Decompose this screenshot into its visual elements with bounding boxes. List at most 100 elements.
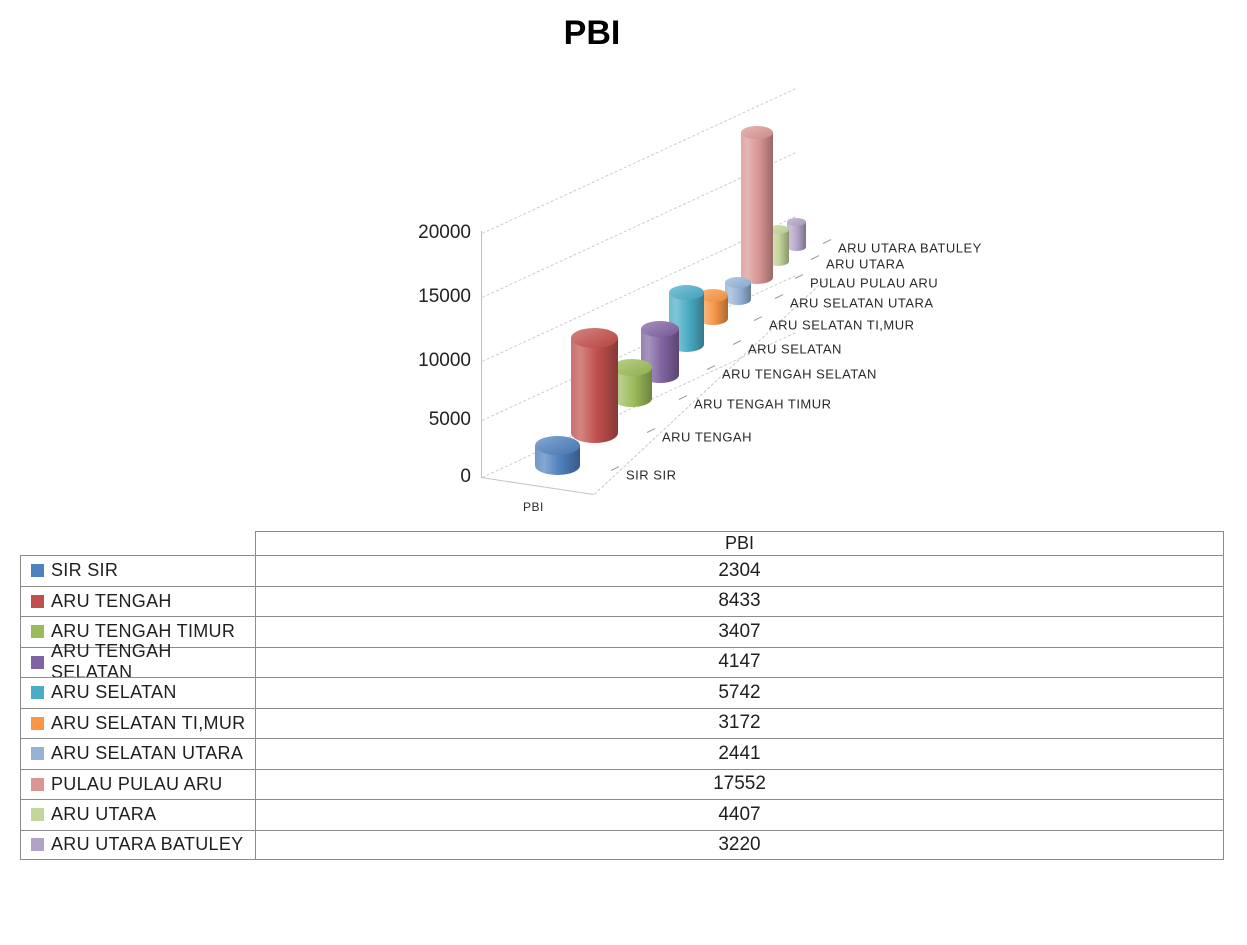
row-label-text: SIR SIR <box>51 560 119 581</box>
row-label-text: ARU UTARA <box>51 804 157 825</box>
data-table: PBI SIR SIR 2304 ARU TENGAH 8433 ARU TENGAH T… <box>20 531 1224 860</box>
category-label-6: ARU SELATAN TI,MUR <box>769 317 915 333</box>
table-row: ARU TENGAH SELATAN 4147 <box>20 641 1224 682</box>
cylinder-bar-7[interactable] <box>725 276 751 305</box>
cylinder-body <box>570 338 618 443</box>
chart-title[interactable]: PBI <box>563 14 621 52</box>
category-tick <box>774 294 784 299</box>
category-label-8: PULAU PULAU ARU <box>810 275 939 291</box>
row-label-text: ARU SELATAN UTARA <box>51 743 244 764</box>
row-value-cell[interactable]: 3407 <box>255 616 1224 647</box>
row-value-cell[interactable]: 17552 <box>255 768 1224 799</box>
category-tick <box>732 340 742 345</box>
cylinder-bar-2[interactable] <box>570 328 618 443</box>
cylinder-body <box>741 132 773 284</box>
category-label-9: ARU UTARA <box>826 256 905 272</box>
row-label-cell[interactable]: ARU TENGAH <box>20 585 255 616</box>
y-axis-tick-label: 20000 <box>418 222 471 243</box>
row-label-text: ARU SELATAN <box>51 682 177 703</box>
category-label-1: SIR SIR <box>626 467 677 483</box>
y-axis-tick-label: 10000 <box>418 350 471 371</box>
table-header-row: PBI <box>20 531 1224 555</box>
row-label-cell[interactable]: ARU UTARA <box>20 799 255 830</box>
table-header-spacer <box>20 531 255 555</box>
legend-color-swatch <box>31 716 44 730</box>
category-tick <box>753 316 763 321</box>
row-value-cell[interactable]: 5742 <box>255 677 1224 708</box>
row-label-text: ARU TENGAH <box>51 590 172 611</box>
cylinder-bar-8[interactable] <box>741 125 773 284</box>
cylinder-top <box>725 276 751 288</box>
table-row: ARU SELATAN 5742 <box>20 677 1224 708</box>
row-label-text: PULAU PULAU ARU <box>51 773 223 794</box>
table-row: SIR SIR 2304 <box>20 555 1224 586</box>
legend-color-swatch <box>31 594 44 608</box>
category-tick <box>646 428 656 433</box>
row-value-cell[interactable]: 8433 <box>255 585 1224 616</box>
row-value-cell[interactable]: 3220 <box>255 829 1224 860</box>
table-row: PULAU PULAU ARU 17552 <box>20 768 1224 799</box>
y-axis-tick-label: 0 <box>460 466 471 487</box>
category-tick <box>794 274 804 279</box>
legend-color-swatch <box>31 777 44 791</box>
legend-color-swatch <box>31 838 44 852</box>
cylinder-top <box>741 125 773 139</box>
row-label-text: ARU TENGAH TIMUR <box>51 621 236 642</box>
category-tick <box>822 239 832 244</box>
row-label-cell[interactable]: SIR SIR <box>20 555 255 586</box>
cylinder-bar-3[interactable] <box>612 358 652 407</box>
cylinder-body <box>725 282 751 305</box>
row-label-cell[interactable]: ARU TENGAH SELATAN <box>20 641 255 682</box>
legend-color-swatch <box>31 655 44 669</box>
category-label-2: ARU TENGAH <box>662 429 752 445</box>
row-value-cell[interactable]: 4147 <box>255 646 1224 677</box>
table-row: ARU SELATAN TI,MUR 3172 <box>20 707 1224 738</box>
row-value-cell[interactable]: 2304 <box>255 555 1224 586</box>
table-row: ARU TENGAH TIMUR 3407 <box>20 616 1224 647</box>
table-row: ARU TENGAH 8433 <box>20 585 1224 616</box>
category-label-10: ARU UTARA BATULEY <box>838 240 982 256</box>
row-label-cell[interactable]: ARU TENGAH TIMUR <box>20 616 255 647</box>
legend-color-swatch <box>31 808 44 822</box>
table-header-cell[interactable]: PBI <box>255 531 1224 555</box>
floor-edge <box>480 477 594 495</box>
row-label-text: ARU SELATAN TI,MUR <box>51 712 246 733</box>
cylinder-bar-1[interactable] <box>534 435 580 475</box>
row-label-cell[interactable]: ARU SELATAN UTARA <box>20 738 255 769</box>
y-axis-line <box>481 231 482 478</box>
cylinder-top <box>570 328 618 348</box>
row-value-cell[interactable]: 4407 <box>255 799 1224 830</box>
table-row: ARU SELATAN UTARA 2441 <box>20 738 1224 769</box>
table-row: ARU UTARA 4407 <box>20 799 1224 830</box>
row-value-cell[interactable]: 2441 <box>255 738 1224 769</box>
legend-color-swatch <box>31 625 44 639</box>
category-tick <box>678 395 688 400</box>
row-value-cell[interactable]: 3172 <box>255 707 1224 738</box>
cylinder-body <box>786 222 806 251</box>
cylinder-top <box>698 288 728 302</box>
cylinder-top <box>534 435 580 455</box>
category-tick <box>810 255 820 260</box>
category-label-3: ARU TENGAH TIMUR <box>694 396 832 412</box>
row-label-cell[interactable]: PULAU PULAU ARU <box>20 768 255 799</box>
cylinder-top <box>641 321 679 337</box>
cylinder-bar-4[interactable] <box>641 321 679 383</box>
row-label-cell[interactable]: ARU UTARA BATULEY <box>20 829 255 860</box>
x-axis-series-label: PBI <box>523 500 544 514</box>
legend-color-swatch <box>31 747 44 761</box>
category-label-7: ARU SELATAN UTARA <box>790 295 934 311</box>
row-label-cell[interactable]: ARU SELATAN TI,MUR <box>20 707 255 738</box>
table-row: ARU UTARA BATULEY 3220 <box>20 829 1224 860</box>
row-label-cell[interactable]: ARU SELATAN <box>20 677 255 708</box>
y-axis-tick-label: 15000 <box>418 286 471 307</box>
category-label-5: ARU SELATAN <box>748 341 842 357</box>
cylinder-top <box>668 284 704 300</box>
cylinder-bar-10[interactable] <box>786 218 806 251</box>
row-label-text: ARU UTARA BATULEY <box>51 834 244 855</box>
legend-color-swatch <box>31 564 44 578</box>
cylinder-top <box>767 224 789 234</box>
y-axis-tick-label: 5000 <box>428 409 471 430</box>
cylinder-top <box>612 358 652 376</box>
category-label-4: ARU TENGAH SELATAN <box>722 366 877 382</box>
